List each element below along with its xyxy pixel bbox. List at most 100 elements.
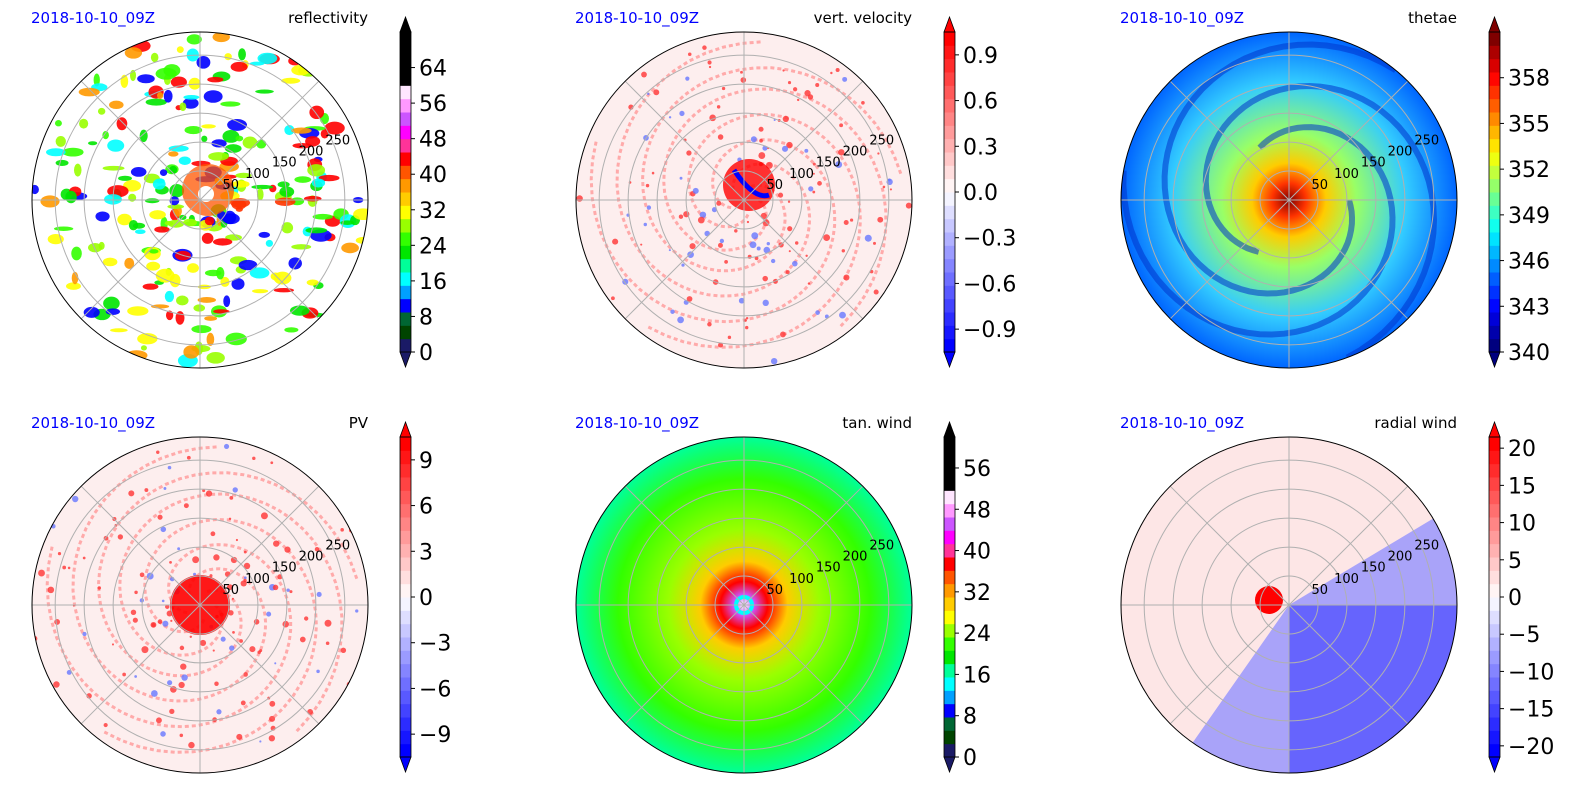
range-ring-label: 100 <box>789 572 814 587</box>
azimuth-line <box>199 199 320 320</box>
azimuth-line <box>1169 485 1290 606</box>
range-ring-label: 150 <box>816 156 841 171</box>
azimuth-line <box>1169 199 1290 320</box>
colorbar-band <box>944 610 955 625</box>
colorbar-band <box>1489 218 1500 233</box>
colorbar-tick-label: 0.0 <box>963 181 998 206</box>
colorbar-band <box>1489 503 1500 518</box>
panel-timestamp: 2018-10-10_09Z <box>31 414 155 433</box>
colorbar-band <box>400 165 411 180</box>
colorbar-band <box>400 730 411 745</box>
colorbar-band <box>400 192 411 206</box>
colorbar-band <box>1489 610 1500 625</box>
range-ring-label: 200 <box>299 550 324 565</box>
colorbar-band <box>1489 138 1500 153</box>
colorbar-tick-label: 343 <box>1508 295 1550 320</box>
colorbar-band <box>944 677 955 691</box>
colorbar-tick-label: 16 <box>419 270 447 295</box>
colorbar-band <box>400 45 411 60</box>
range-ring-label: 150 <box>816 561 841 576</box>
colorbar-band <box>1489 650 1500 665</box>
colorbar-band <box>1489 543 1500 558</box>
colorbar-band <box>944 690 955 705</box>
range-ring-label: 250 <box>869 539 894 554</box>
colorbar-band <box>944 272 955 286</box>
colorbar-tick-label: 56 <box>963 457 991 482</box>
colorbar-tick-label: 8 <box>419 305 433 330</box>
colorbar-band <box>944 437 955 451</box>
colorbar-band <box>944 325 955 340</box>
colorbar-band <box>400 677 411 691</box>
colorbar-band <box>400 557 411 571</box>
azimuth-line <box>743 80 864 201</box>
colorbar-frame <box>1488 31 1501 353</box>
azimuth-line <box>80 604 201 725</box>
colorbar-tick-label: −3 <box>419 632 451 657</box>
colorbar-tick-label: 5 <box>1508 549 1522 574</box>
colorbar-band <box>944 597 955 611</box>
colorbar-band <box>400 690 411 705</box>
colorbar-band <box>944 285 955 300</box>
colorbar-frame <box>943 436 956 758</box>
colorbar-tick-label: −10 <box>1508 660 1554 685</box>
range-ring-label: 250 <box>1414 134 1439 149</box>
colorbar-tick-label: 8 <box>963 705 977 730</box>
colorbar-band <box>1489 570 1500 585</box>
colorbar-band <box>400 152 411 166</box>
colorbar-band <box>944 530 955 545</box>
colorbar-tick-label: 349 <box>1508 204 1550 229</box>
colorbar-band <box>1489 623 1500 638</box>
range-ring-label: 200 <box>1388 145 1413 160</box>
colorbar-band <box>944 72 955 86</box>
colorbar-band <box>1489 463 1500 478</box>
colorbar-band <box>400 312 411 326</box>
colorbar-tick-label: −6 <box>419 677 451 702</box>
colorbar-band <box>1489 338 1500 353</box>
colorbar-band <box>1489 178 1500 193</box>
colorbar-band <box>944 152 955 166</box>
colorbar-band <box>1489 583 1500 598</box>
range-ring-label: 100 <box>1334 572 1359 587</box>
colorbar-tick-label: 24 <box>419 234 447 259</box>
colorbar-band <box>944 663 955 678</box>
range-ring-label: 100 <box>245 167 270 182</box>
colorbar-band <box>944 312 955 326</box>
azimuth-line <box>80 80 201 201</box>
colorbar-band <box>1489 165 1500 180</box>
colorbar-band <box>400 232 411 246</box>
range-ring-label: 50 <box>766 583 783 598</box>
range-rings <box>32 32 368 368</box>
azimuth-line <box>743 604 864 725</box>
colorbar-band <box>944 503 955 518</box>
colorbar-band <box>400 663 411 678</box>
colorbar-band <box>1489 597 1500 611</box>
panel-timestamp: 2018-10-10_09Z <box>31 9 155 28</box>
colorbar-band <box>400 125 411 140</box>
polar-frame <box>31 436 369 774</box>
colorbar: −0.9 −0.6 −0.3 0.0 0.3 0.6 0.9 <box>943 15 1016 369</box>
colorbar-band <box>944 45 955 60</box>
range-ring-label: 50 <box>766 178 783 193</box>
colorbar-band <box>400 85 411 100</box>
colorbar-band <box>1489 192 1500 206</box>
colorbar-band <box>1489 312 1500 326</box>
azimuth-line <box>624 80 745 201</box>
range-ring-label: 150 <box>1361 156 1386 171</box>
colorbar-tick-label: −0.3 <box>963 227 1016 252</box>
colorbar-band <box>944 245 955 260</box>
colorbar-band <box>1489 258 1500 273</box>
colorbar-band <box>944 298 955 313</box>
colorbar-band <box>1489 72 1500 86</box>
polar-frame <box>1120 436 1458 774</box>
azimuth-line <box>80 485 201 606</box>
azimuth-line <box>80 199 201 320</box>
colorbar-tick-label: 48 <box>419 128 447 153</box>
colorbar-tick-label: 20 <box>1508 437 1536 462</box>
range-ring-label: 100 <box>789 167 814 182</box>
panel-title: reflectivity <box>288 9 368 27</box>
colorbar-band <box>944 583 955 598</box>
